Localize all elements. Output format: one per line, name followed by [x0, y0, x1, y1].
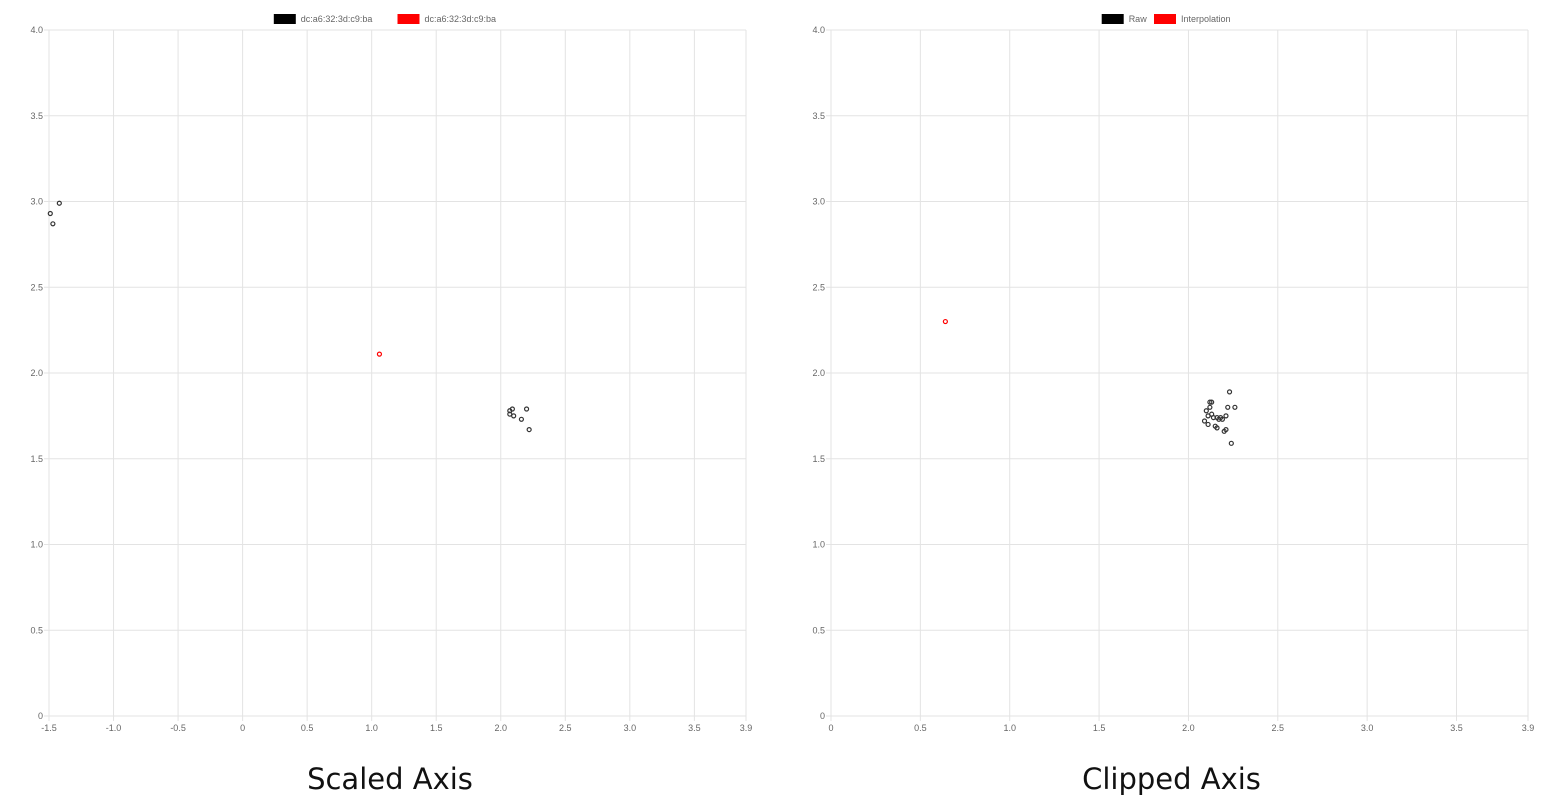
y-tick-label: 3.5	[30, 111, 43, 121]
x-tick-label: 3.0	[1361, 723, 1374, 733]
x-tick-label: 0.5	[301, 723, 314, 733]
y-tick-label: 2.0	[30, 368, 43, 378]
x-tick-label: 2.5	[1272, 723, 1285, 733]
x-tick-label: 1.0	[365, 723, 378, 733]
y-tick-label: 0.5	[30, 625, 43, 635]
legend-swatch[interactable]	[1101, 14, 1124, 24]
data-point	[1205, 421, 1211, 428]
clipped-axis-scatter-chart: 0 0.5 1.0 1.5 2.0 2.5 3.0 3.5 3.9 0 0.5 1.0 1.5 2.0 2.…	[812, 14, 1535, 733]
data-point	[1225, 404, 1231, 410]
x-tick-label: 3.0	[624, 723, 637, 733]
scaled-axis-chart-panel: -1.5 -1.0 -0.5 0 0.5 1.0 1.5 2.0 2.5 3.0 3.5 3.9 0 0.…	[0, 0, 770, 812]
series-points	[1201, 389, 1238, 446]
x-tick-label: 1.0	[1003, 723, 1016, 733]
series-points	[47, 200, 532, 433]
data-point	[1228, 440, 1234, 446]
chart-caption: Scaled Axis	[307, 762, 473, 796]
data-point	[47, 210, 53, 217]
legend-label[interactable]: Raw	[1129, 14, 1148, 24]
data-point	[942, 318, 948, 325]
x-tick-label: -1.5	[41, 723, 57, 733]
legend-label[interactable]: dc:a6:32:3d:c9:ba	[425, 14, 497, 24]
clipped-axis-chart-panel: 0 0.5 1.0 1.5 2.0 2.5 3.0 3.5 3.9 0 0.5 1.0 1.5 2.0 2.…	[780, 0, 1543, 812]
data-point	[1214, 425, 1220, 431]
data-point	[1203, 408, 1209, 414]
data-point	[1209, 399, 1215, 405]
x-tick-label: 1.5	[1093, 723, 1106, 733]
y-tick-label: 0	[820, 711, 825, 721]
y-tick-label: 1.0	[30, 540, 43, 550]
y-tick-label: 2.0	[812, 368, 825, 378]
y-tick-label: 3.5	[812, 111, 825, 121]
data-point	[518, 416, 525, 422]
x-tick-label: -1.0	[106, 723, 122, 733]
x-tick-label: 3.5	[688, 723, 701, 733]
series-points	[942, 318, 948, 325]
legend-label[interactable]: dc:a6:32:3d:c9:ba	[301, 14, 373, 24]
y-tick-label: 4.0	[812, 25, 825, 35]
gridlines	[44, 29, 747, 721]
data-point	[1207, 404, 1213, 410]
gridlines	[826, 29, 1529, 721]
legend-swatch[interactable]	[1154, 14, 1176, 24]
data-point	[1201, 418, 1208, 424]
y-tick-label: 2.5	[30, 282, 43, 292]
x-tick-label: 1.5	[430, 723, 443, 733]
y-tick-label: 1.0	[812, 540, 825, 550]
legend-label[interactable]: Interpolation	[1181, 14, 1231, 24]
x-tick-label: 0	[828, 723, 833, 733]
legend-swatch[interactable]	[397, 14, 420, 24]
y-tick-label: 2.5	[812, 282, 825, 292]
data-point	[56, 200, 62, 206]
data-point	[511, 413, 517, 419]
series-points	[376, 351, 383, 357]
y-tick-label: 0	[38, 711, 43, 721]
chart-caption: Clipped Axis	[1082, 762, 1261, 796]
chart-legend[interactable]: dc:a6:32:3d:c9:ba dc:a6:32:3d:c9:ba	[273, 14, 497, 24]
y-tick-label: 4.0	[30, 25, 43, 35]
y-tick-label: 0.5	[812, 625, 825, 635]
data-point	[376, 351, 383, 357]
x-tick-label: -0.5	[170, 723, 186, 733]
y-tick-label: 1.5	[812, 454, 825, 464]
x-tick-label: 0.5	[914, 723, 927, 733]
x-tick-label: 0	[240, 723, 245, 733]
data-point	[1232, 404, 1238, 410]
data-point	[509, 406, 515, 412]
data-point	[1207, 399, 1213, 405]
x-tick-label: 2.0	[495, 723, 508, 733]
chart-legend[interactable]: Raw Interpolation	[1101, 14, 1231, 24]
data-point	[1226, 389, 1233, 395]
data-point	[526, 426, 532, 433]
x-tick-label: 3.9	[1522, 723, 1535, 733]
y-tick-label: 1.5	[30, 454, 43, 464]
scaled-axis-scatter-chart: -1.5 -1.0 -0.5 0 0.5 1.0 1.5 2.0 2.5 3.0 3.5 3.9 0 0.…	[30, 14, 753, 733]
data-point	[50, 221, 56, 227]
x-tick-label: 2.0	[1182, 723, 1195, 733]
data-point	[1223, 413, 1229, 419]
y-tick-label: 3.0	[30, 197, 43, 207]
data-point	[523, 406, 530, 412]
data-point	[1219, 416, 1225, 422]
data-point	[1223, 426, 1229, 433]
y-tick-label: 3.0	[812, 197, 825, 207]
x-tick-label: 3.5	[1450, 723, 1463, 733]
x-tick-label: 2.5	[559, 723, 572, 733]
legend-swatch[interactable]	[273, 14, 296, 24]
x-tick-label: 3.9	[740, 723, 753, 733]
